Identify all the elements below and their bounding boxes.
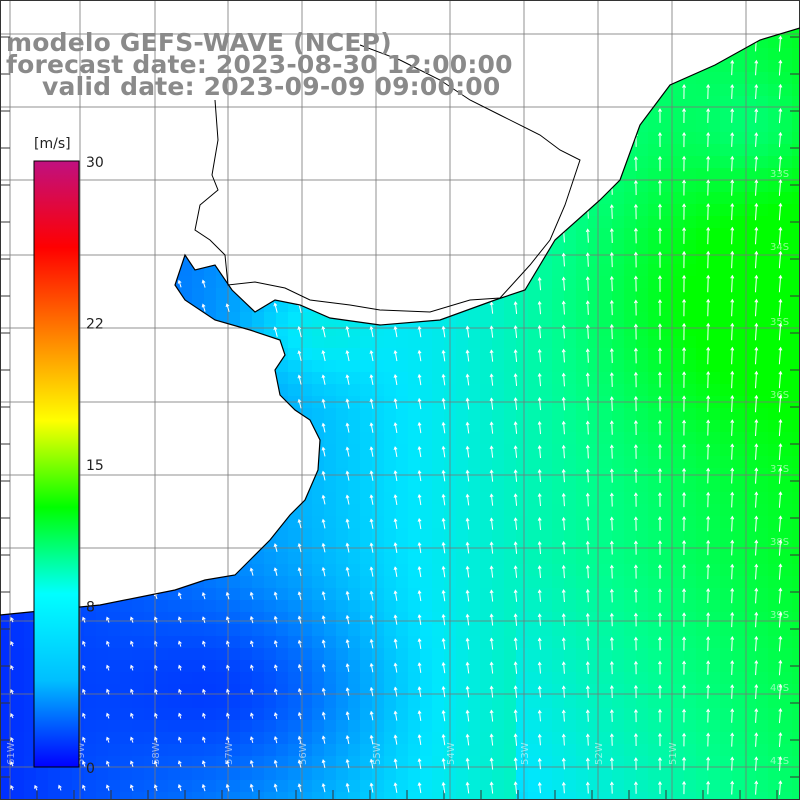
colorbar-tick-label: 22	[86, 317, 104, 333]
land-area	[0, 0, 800, 615]
colorbar-tick-label: 0	[86, 761, 95, 777]
longitude-label: 53W	[520, 742, 531, 765]
latitude-label: 35S	[770, 317, 789, 328]
latitude-label: 36S	[770, 390, 789, 401]
coastline	[0, 27, 800, 616]
coastline-path	[0, 27, 800, 616]
longitude-label: 54W	[446, 742, 457, 765]
longitude-label: 55W	[372, 742, 383, 765]
longitude-label: 58W	[151, 742, 162, 765]
colorbar-tick-label: 30	[86, 155, 104, 171]
longitude-label: 52W	[594, 742, 605, 765]
colorbar: [m/s] 30 22 15 8 0	[33, 136, 104, 777]
model-title: modelo GEFS-WAVE (NCEP)	[6, 28, 392, 57]
colorbar-tick-label: 15	[86, 458, 104, 474]
latitude-label: 33S	[770, 169, 789, 180]
latitude-label: 38S	[770, 537, 789, 548]
wind-arrows	[10, 35, 783, 795]
longitude-label: 57W	[224, 742, 235, 765]
latitude-label: 34S	[770, 242, 789, 253]
latitude-label: 39S	[770, 610, 789, 621]
forecast-date: forecast date: 2023-08-30 12:00:00	[6, 50, 513, 79]
longitude-label: 59W	[76, 742, 87, 765]
latitude-label: 40S	[770, 683, 789, 694]
land-mask	[0, 0, 800, 615]
grid-labels: 61W 59W 58W 57W 56W 55W 54W 53W 52W 51W 33S 34S 35S 3…	[6, 169, 789, 767]
longitude-label: 56W	[298, 742, 309, 765]
latitude-label: 37S	[770, 464, 789, 475]
colorbar-tick-label: 8	[86, 599, 95, 615]
colorbar-gradient	[33, 160, 80, 768]
valid-date: valid date: 2023-09-09 09:00:00	[42, 72, 501, 101]
longitude-label: 61W	[6, 742, 17, 765]
colorbar-unit: [m/s]	[34, 136, 71, 152]
latitude-label: 41S	[770, 756, 789, 767]
longitude-label: 51W	[668, 742, 679, 765]
